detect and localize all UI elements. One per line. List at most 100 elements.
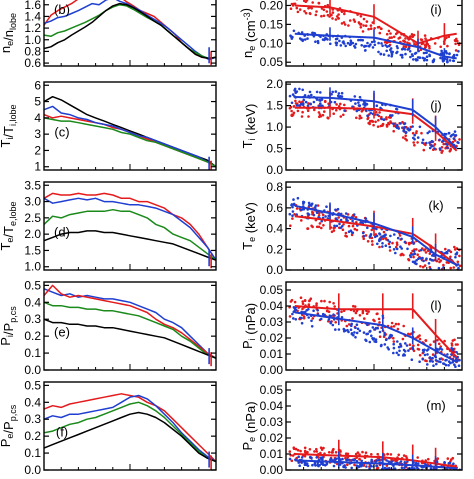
- scatter-point: [305, 0, 309, 2]
- scatter-point: [361, 38, 365, 42]
- scatter-point: [351, 105, 354, 108]
- scatter-point: [395, 107, 398, 111]
- scatter-point: [428, 359, 432, 363]
- scatter-point: [370, 240, 374, 243]
- scatter-point: [402, 39, 405, 43]
- axes-frame: [43, 281, 217, 371]
- scatter-point: [402, 454, 406, 457]
- scatter-point: [378, 321, 381, 324]
- ytick-label: 0.01: [260, 347, 284, 361]
- scatter-point: [306, 464, 310, 468]
- scatter-point: [307, 308, 310, 311]
- scatter-point: [343, 23, 347, 26]
- scatter-point: [327, 451, 331, 454]
- scatter-point: [328, 300, 332, 304]
- scatter-point: [379, 124, 383, 128]
- scatter-point: [441, 358, 445, 361]
- scatter-point: [381, 242, 384, 245]
- scatter-point: [344, 212, 348, 215]
- scatter-point: [334, 328, 337, 331]
- scatter-point: [414, 461, 418, 465]
- scatter-point: [371, 120, 375, 123]
- scatter-point: [353, 20, 357, 23]
- scatter-point: [380, 42, 383, 45]
- scatter-point: [363, 317, 366, 320]
- scatter-point: [311, 463, 314, 467]
- scatter-point: [290, 2, 294, 6]
- scatter-point: [395, 51, 398, 55]
- scatter-point: [403, 122, 406, 126]
- scatter-point: [390, 36, 394, 39]
- ylabel: ne (cm-3): [238, 8, 258, 58]
- scatter-point: [418, 125, 422, 129]
- scatter-point: [378, 245, 381, 249]
- scatter-point: [290, 114, 294, 118]
- scatter-point: [341, 228, 345, 231]
- scatter-point: [400, 466, 404, 470]
- scatter-point: [363, 45, 366, 48]
- scatter-point: [413, 52, 417, 55]
- scatter-point: [320, 226, 323, 230]
- scatter-point: [319, 115, 323, 118]
- scatter-point: [457, 50, 460, 53]
- scatter-point: [333, 305, 337, 308]
- panel-f: 0.0 0.1 0.2 0.3 0.4 0.5 (f) Pe/Pp,cs: [0, 378, 217, 477]
- scatter-point: [400, 53, 404, 57]
- ytick-label: 0.8: [266, 180, 283, 194]
- ytick-label: 0.0: [24, 463, 41, 474]
- scatter-point: [380, 235, 384, 238]
- scatter-point: [290, 101, 294, 105]
- plot-area-m: [288, 439, 462, 474]
- scatter-point: [444, 363, 448, 367]
- panel-l: 0.00 0.01 0.02 0.03 0.04 0.05 (l) Pi (nPa): [240, 281, 463, 377]
- scatter-point: [358, 104, 362, 107]
- scatter-point: [295, 6, 299, 10]
- scatter-point: [314, 204, 318, 207]
- scatter-point: [399, 460, 403, 463]
- scatter-point: [389, 453, 393, 456]
- ylabel: Te (keV): [240, 202, 258, 250]
- scatter-point: [405, 344, 409, 347]
- scatter-point: [400, 247, 404, 250]
- scatter-point: [297, 104, 301, 107]
- scatter-point: [324, 36, 327, 40]
- scatter-point: [317, 111, 321, 114]
- scatter-point: [343, 109, 346, 112]
- scatter-point: [327, 318, 331, 321]
- scatter-point: [423, 264, 427, 267]
- scatter-point: [379, 52, 383, 56]
- scatter-point: [357, 21, 361, 24]
- scatter-point: [347, 24, 350, 27]
- scatter-point: [297, 455, 301, 459]
- scatter-point: [397, 453, 401, 457]
- scatter-point: [354, 452, 358, 456]
- scatter-point: [381, 122, 385, 126]
- scatter-point: [302, 315, 306, 318]
- scatter-point: [303, 94, 307, 97]
- scatter-point: [385, 32, 389, 36]
- scatter-point: [383, 331, 386, 335]
- scatter-point: [401, 56, 404, 59]
- scatter-point: [326, 38, 329, 41]
- scatter-point: [323, 110, 326, 113]
- scatter-point: [437, 348, 441, 351]
- plot-area-j: [288, 87, 461, 154]
- scatter-point: [339, 226, 343, 230]
- series-line-0: [44, 393, 216, 463]
- scatter-point: [290, 109, 293, 113]
- scatter-point: [307, 201, 311, 205]
- scatter-point: [425, 141, 428, 145]
- scatter-point: [334, 451, 338, 454]
- scatter-point: [414, 471, 417, 474]
- scatter-point: [411, 347, 415, 351]
- scatter-point: [292, 447, 296, 451]
- axes-frame: [285, 81, 463, 171]
- scatter-point: [413, 143, 416, 147]
- scatter-point: [370, 334, 373, 338]
- scatter-point: [397, 127, 401, 130]
- scatter-point: [439, 45, 443, 49]
- scatter-point: [290, 203, 294, 206]
- trend-line-0: [294, 4, 457, 45]
- scatter-point: [428, 146, 432, 150]
- scatter-point: [426, 42, 430, 46]
